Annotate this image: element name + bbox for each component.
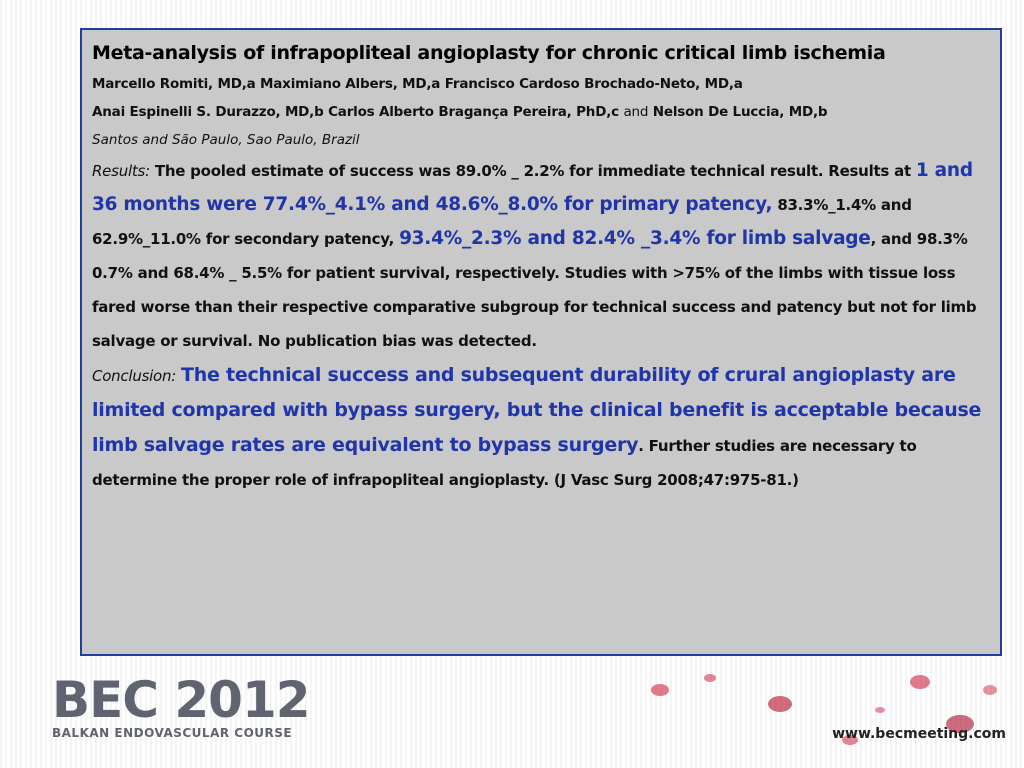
logo-main-text: BEC 2012 [52,671,311,729]
authors-line-2-b: Nelson De Luccia, MD,b [652,104,828,120]
results-text-4: 93.4%_2.3% and 82.4% _3.4% for limb salv… [399,228,871,249]
authors-and: and [623,104,649,120]
authors-line-1: Marcello Romiti, MD,a Maximiano Albers, … [92,76,743,92]
logo-sub-text: BALKAN ENDOVASCULAR COURSE [52,726,293,740]
slide-content-box: Meta-analysis of infrapopliteal angiopla… [80,28,1002,656]
conclusion-text-rest: . Further studies are necessary to deter… [92,437,917,489]
conclusion-paragraph: Conclusion: The technical success and su… [92,358,990,497]
conclusion-text-highlight: The technical success and subsequent dur… [92,364,982,456]
footer-url: www.becmeeting.com [832,726,1006,742]
blood-cells-decoration [651,674,997,745]
results-text-2: 1 and 36 months were 77.4%_4.1% and 48.6… [92,160,973,215]
results-text-3: 83.3%_1.4% and 62.9%_11.0% for secondary… [92,196,912,248]
affiliation: Santos and São Paulo, Sao Paulo, Brazil [92,132,360,148]
results-text-5: , and 98.3% 0.7% and 68.4% _ 5.5% for pa… [92,230,977,350]
slide-title: Meta-analysis of infrapopliteal angiopla… [92,42,886,64]
authors-line-2: Anai Espinelli S. Durazzo, MD,b Carlos A… [92,98,990,126]
conclusion-label: Conclusion: [92,367,177,385]
bec-logo: BEC 2012 BALKAN ENDOVASCULAR COURSE [52,671,311,740]
results-text-1: The pooled estimate of success was 89.0%… [154,162,911,180]
authors-line-2-a: Anai Espinelli S. Durazzo, MD,b Carlos A… [92,104,619,120]
results-label: Results: [92,162,150,180]
results-paragraph: Results: The pooled estimate of success … [92,154,990,358]
